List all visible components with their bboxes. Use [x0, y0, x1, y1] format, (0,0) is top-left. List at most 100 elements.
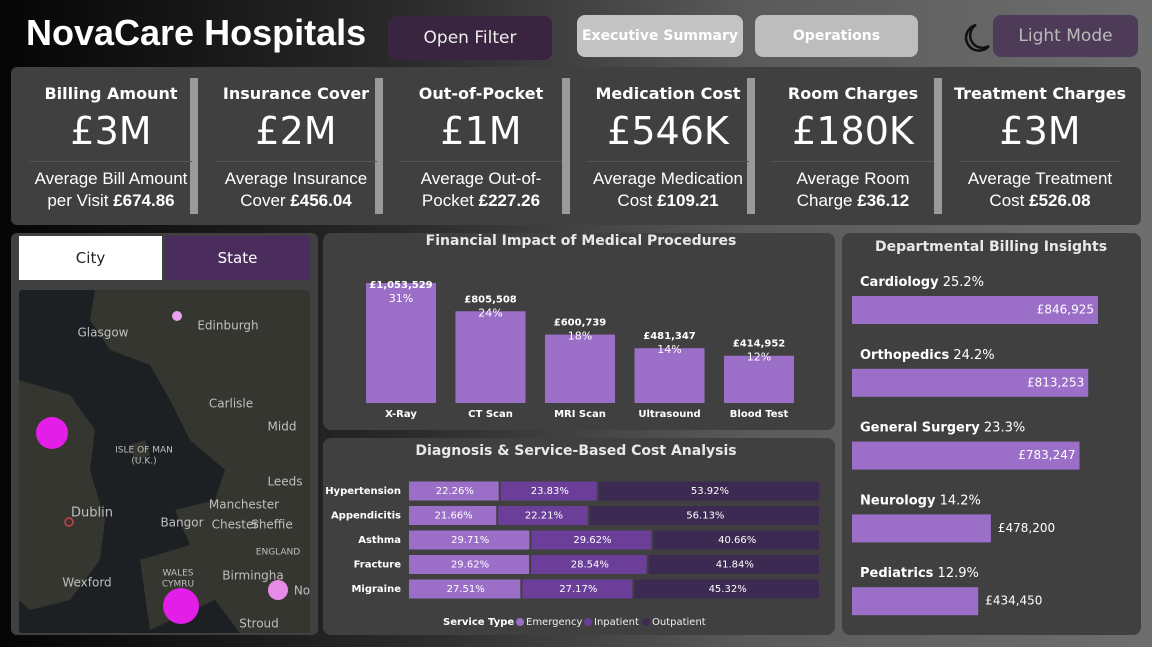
kpi-value: £3M [70, 109, 152, 153]
kpi-caption-text: Average Room Charge [796, 169, 910, 210]
bar [455, 311, 526, 403]
kpi-caption-text: Average Bill Amount per Visit [34, 169, 188, 210]
x-tick-label: Ultrasound [638, 409, 700, 420]
value-label: £805,508 [464, 294, 517, 305]
map-city [64, 517, 74, 527]
share-label: 31% [389, 292, 413, 305]
filter-button[interactable]: Open Filter [388, 16, 552, 60]
segment-label: 56.13% [686, 511, 724, 522]
bar-segment [634, 579, 819, 599]
kpi-caption: Average Room Charge £36.12 [772, 161, 934, 212]
segment-label: 53.92% [691, 486, 729, 497]
kpi-caption-text: Average Treatment Cost [967, 169, 1113, 210]
value-label: £813,253 [1027, 375, 1084, 389]
y-tick-label: Fracture [354, 560, 402, 571]
legend-label: Inpatient [594, 617, 639, 628]
segment-label: 21.66% [435, 511, 473, 522]
y-tick-label: Migraine [351, 584, 401, 595]
bar-segment [500, 481, 597, 501]
map-marker [163, 588, 199, 624]
category-label: Pediatrics 12.9% [860, 566, 979, 581]
map-label: Manchester [209, 498, 279, 512]
bar-segment [409, 506, 497, 525]
bar-segment [531, 530, 652, 550]
chart-title: Diagnosis & Service-Based Cost Analysis [415, 443, 736, 459]
kpi-title: Insurance Cover [222, 84, 370, 103]
bar-segment [409, 481, 499, 501]
map: Glasgow Edinburgh Carlisle Midd ISLE OF MAN(… [19, 290, 310, 633]
category-name: Cardiology [860, 275, 939, 290]
title: NovaCare Hospitals [26, 12, 367, 53]
procedures-panel [323, 233, 835, 430]
map-label: CYMRU [162, 580, 194, 590]
segment-label: 41.84% [716, 560, 754, 571]
value-label: £1,053,529 [369, 280, 432, 291]
category-label: Cardiology 25.2% [860, 275, 984, 290]
bar [724, 355, 794, 403]
map-label: Edinburgh [197, 319, 258, 333]
bar [852, 441, 1080, 470]
bar-segment [648, 555, 819, 574]
kpi-caption-value: £674.86 [113, 191, 175, 210]
bar-segment [409, 530, 530, 550]
kpi-card: Out-of-Pocket £1M Average Out-of-Pocket £2… [388, 70, 574, 212]
value-label: £481,347 [643, 331, 696, 342]
map-label: Wexford [62, 576, 111, 590]
kpi-caption-value: £36.12 [857, 191, 910, 210]
bar-segment [653, 530, 819, 550]
map-label: (U.K.) [131, 457, 156, 467]
kpi-panel [11, 67, 1141, 225]
theme-button[interactable]: Light Mode [993, 15, 1138, 57]
bar [852, 368, 1089, 397]
tab[interactable]: State [165, 236, 310, 280]
tab[interactable]: City [19, 236, 162, 280]
map-label: Glasgow [77, 326, 128, 340]
map-label: ISLE OF MAN [115, 446, 173, 456]
category-label: Orthopedics 24.2% [860, 347, 995, 362]
kpi-title: Billing Amount [44, 84, 178, 103]
kpi-card: Insurance Cover £2M Average Insurance Cove… [203, 70, 389, 212]
segment-label: 40.66% [718, 535, 756, 546]
value-label: £434,450 [985, 594, 1042, 608]
category-label: Neurology 14.2% [860, 493, 981, 508]
segment-label: 23.83% [531, 486, 569, 497]
segment-label: 28.54% [571, 560, 609, 571]
map-marker [36, 417, 68, 449]
segment-label: 27.17% [559, 584, 597, 595]
value-label: £783,247 [1018, 448, 1075, 462]
share-label: 25.2% [943, 275, 984, 290]
segment-label: 29.62% [573, 535, 611, 546]
kpi-caption-text: Average Insurance Cover [224, 169, 368, 210]
kpi-card: Treatment Charges £3M Average Treatment Co… [947, 70, 1133, 212]
kpi-card: Room Charges £180K Average Room Charge £36… [760, 70, 946, 212]
value-label: £414,952 [733, 339, 786, 350]
kpi-caption: Average Insurance Cover £456.04 [215, 161, 377, 212]
map-label: Leeds [267, 475, 302, 489]
kpi-caption-value: £526.08 [1029, 191, 1091, 210]
legend-label: Outpatient [652, 617, 706, 628]
legend-swatch [642, 618, 650, 626]
y-tick-label: Asthma [358, 535, 401, 546]
kpi-caption-value: £456.04 [290, 191, 352, 210]
kpi-caption-text: Average Out-of-Pocket [420, 169, 542, 210]
chart-title: Departmental Billing Insights [875, 239, 1107, 255]
kpi-card: Medication Cost £546K Average Medication C… [575, 70, 761, 212]
map-marker [268, 580, 288, 600]
bar-segment [531, 555, 647, 574]
kpi-value: £3M [999, 109, 1081, 153]
bar-segment [522, 579, 633, 599]
kpi-title: Out-of-Pocket [418, 84, 544, 103]
bar-segment [589, 506, 819, 525]
map-label: Birmingha [222, 569, 284, 583]
nav-button[interactable]: Executive Summary [577, 15, 743, 57]
kpi-value: £2M [255, 109, 337, 153]
bar [634, 348, 705, 403]
category-name: Neurology [860, 493, 936, 508]
x-tick-label: Blood Test [730, 409, 789, 420]
kpi-caption: Average Bill Amount per Visit £674.86 [30, 161, 192, 212]
segment-label: 22.21% [525, 511, 563, 522]
nav-button[interactable]: Operations [755, 15, 918, 57]
bar-segment [598, 481, 820, 501]
